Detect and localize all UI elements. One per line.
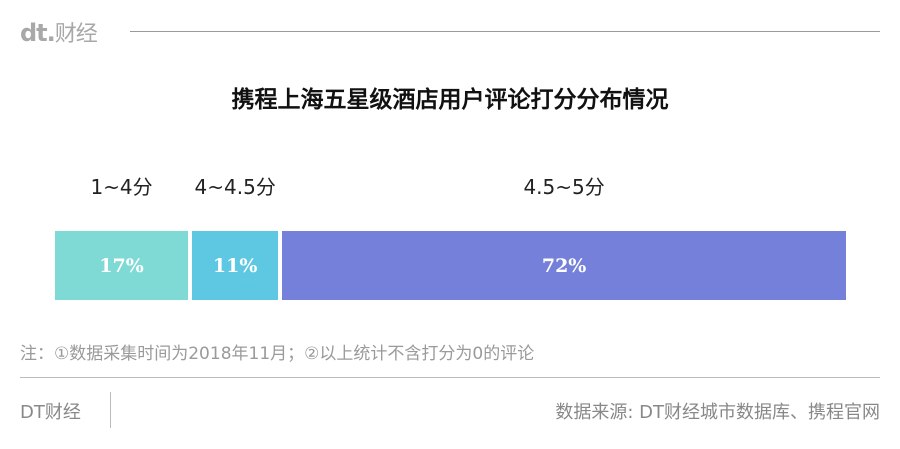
header-divider [130, 31, 880, 32]
chart-title: 携程上海五星级酒店用户评论打分分布情况 [231, 87, 669, 113]
data-label: 17% [99, 254, 144, 277]
category-label: 1~4分 [90, 175, 153, 199]
stacked-bar: 17% 11% 72% [55, 231, 846, 300]
data-label: 72% [541, 254, 587, 277]
footer-divider [20, 377, 880, 378]
footnote: 注：①数据采集时间为2018年11月；②以上统计不含打分为0的评论 [20, 344, 535, 364]
data-source: 数据来源: DT财经城市数据库、携程官网 [555, 402, 880, 423]
category-label: 4.5~5分 [523, 175, 605, 199]
bar-segment: 17% [55, 231, 189, 300]
dt-logo: dt.财经 [20, 19, 98, 47]
data-label: 11% [212, 254, 258, 277]
bar-segment: 11% [192, 231, 279, 300]
bar-segment: 72% [282, 231, 846, 300]
footer-separator [110, 392, 111, 428]
footer-brand: DT财经 [20, 402, 81, 423]
category-label: 4~4.5分 [194, 175, 276, 199]
